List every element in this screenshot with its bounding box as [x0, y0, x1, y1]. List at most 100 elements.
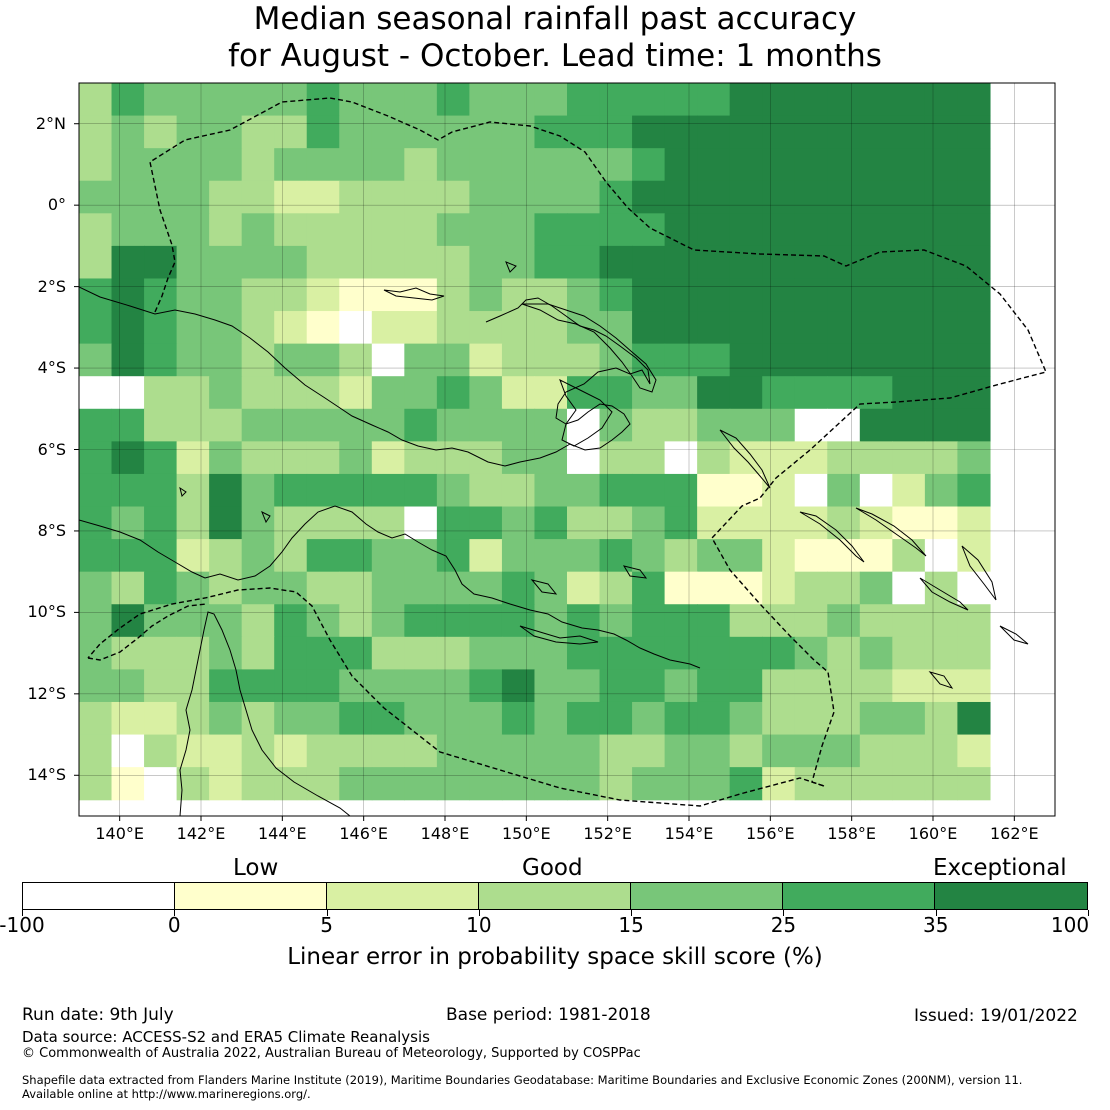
skill-cell [957, 441, 991, 475]
skill-cell [664, 83, 698, 117]
skill-cell [697, 701, 731, 736]
skill-cell [371, 669, 405, 703]
skill-cell [794, 669, 828, 703]
skill-cell [599, 180, 633, 214]
skill-cell [567, 245, 601, 280]
skill-cell [371, 571, 405, 605]
skill-cell [632, 278, 666, 312]
skill-cell [599, 278, 633, 312]
skill-cell [697, 636, 731, 670]
colorbar-segment [23, 883, 175, 909]
skill-cell [111, 148, 145, 182]
legend-category-low: Low [233, 855, 279, 881]
skill-cell [469, 441, 503, 475]
skill-cell [729, 734, 763, 768]
skill-cell [924, 311, 958, 345]
skill-cell [501, 148, 536, 182]
skill-cell [144, 571, 178, 605]
skill-cell [827, 115, 861, 149]
skill-cell [436, 473, 470, 508]
skill-cell [762, 148, 796, 182]
skill-cell [762, 604, 796, 638]
skill-cell [892, 604, 926, 638]
skill-cell [859, 115, 893, 149]
skill-cell [534, 669, 568, 703]
skill-cell [892, 115, 926, 149]
skill-cell [111, 604, 145, 638]
skill-cell [79, 376, 113, 410]
skill-cell [306, 506, 340, 540]
skill-cell [567, 604, 601, 638]
skill-cell [209, 180, 243, 214]
skill-cell [762, 473, 796, 508]
skill-cell [306, 539, 340, 573]
skill-cell [632, 669, 666, 703]
skill-cell [697, 604, 731, 638]
skill-cell [599, 473, 633, 508]
skill-cell [567, 376, 601, 410]
skill-cell [664, 343, 698, 377]
skill-cell [339, 571, 373, 605]
skill-cell [957, 506, 991, 540]
skill-cell [339, 636, 373, 670]
skill-cell [469, 343, 503, 377]
skill-cell [957, 311, 991, 345]
skill-cell [794, 506, 828, 540]
skill-cell [924, 604, 958, 638]
legend-category-good: Good [522, 855, 583, 881]
skill-cell [729, 376, 763, 410]
skill-cell [209, 734, 243, 768]
skill-cell [664, 669, 698, 703]
skill-cell [274, 539, 308, 573]
skill-cell [111, 734, 145, 768]
skill-cell [697, 115, 731, 149]
skill-cell [339, 180, 373, 214]
skill-cell [924, 636, 958, 670]
skill-cell [306, 278, 340, 312]
skill-cell [729, 180, 763, 214]
skill-cell [501, 669, 536, 703]
new-guinea-coastline [79, 286, 651, 467]
skill-cell [404, 278, 438, 312]
skill-cell [957, 343, 991, 377]
skill-cell [859, 539, 893, 573]
skill-cell [501, 180, 536, 214]
skill-cell [241, 408, 275, 442]
skill-cell [371, 148, 405, 182]
skill-cell [241, 311, 275, 345]
skill-cell [404, 376, 438, 410]
skill-cell [436, 571, 470, 605]
skill-cell [567, 408, 601, 442]
skill-cell [859, 245, 893, 280]
skill-cell [892, 473, 926, 508]
skill-cell [697, 539, 731, 573]
skill-cell [762, 245, 796, 280]
skill-cell [436, 311, 470, 345]
australia-cape-york-coastline [179, 611, 351, 816]
skill-cell [957, 539, 991, 573]
colorbar-tick [478, 910, 480, 916]
skill-cell [339, 669, 373, 703]
skill-cell [924, 278, 958, 312]
skill-cell [534, 115, 568, 149]
skill-cell [371, 539, 405, 573]
colorbar-segment [479, 883, 631, 909]
islands-small-6 [999, 625, 1029, 645]
skill-cell [176, 245, 210, 280]
skill-cell [957, 767, 991, 801]
skill-cell [79, 701, 113, 736]
skill-cell [339, 701, 373, 736]
skill-cell [697, 376, 731, 410]
skill-cell [827, 539, 861, 573]
bougainville-coastline [719, 429, 771, 489]
skill-cell [664, 376, 698, 410]
skill-cell [209, 83, 243, 117]
lat-tick-label: 10°S [27, 602, 66, 622]
skill-cell [534, 343, 568, 377]
skill-cell [664, 701, 698, 736]
lon-tick-label: 160°E [908, 824, 958, 843]
skill-cell [567, 669, 601, 703]
skill-cell [567, 701, 601, 736]
colorbar-tick [1088, 910, 1089, 916]
skill-cell [339, 278, 373, 312]
